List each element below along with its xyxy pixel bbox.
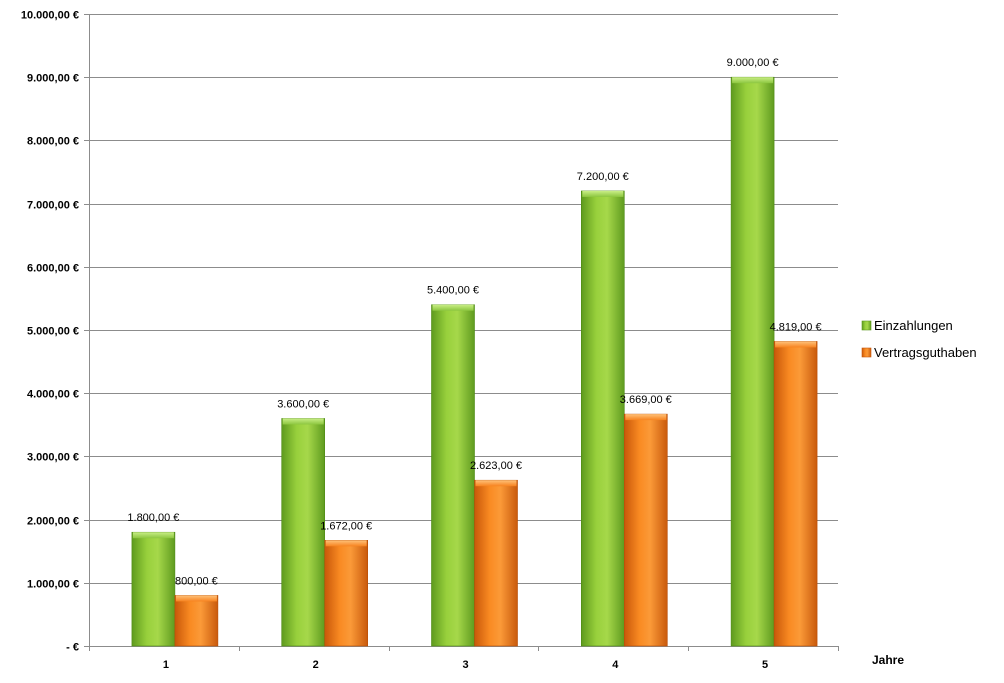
legend-label-einzahlungen: Einzahlungen bbox=[874, 318, 953, 333]
bar-einzahlungen-4 bbox=[580, 190, 625, 647]
bar-body bbox=[431, 304, 475, 647]
x-tick-label: 4 bbox=[612, 659, 619, 671]
bar-top-bevel bbox=[775, 341, 817, 348]
bar-top-bevel bbox=[475, 480, 517, 487]
axes: - € 1.000,00 € 2.000,00 € 3.000,00 € 4.000,0… bbox=[21, 10, 839, 671]
bar-vertragsguthaben-2 bbox=[324, 540, 369, 647]
y-tick-label: 5.000,00 € bbox=[27, 326, 79, 338]
data-label: 3.600,00 € bbox=[277, 398, 329, 410]
data-label: 7.200,00 € bbox=[577, 171, 629, 183]
bar-vertragsguthaben-1 bbox=[174, 595, 219, 647]
x-tick-label: 1 bbox=[163, 659, 169, 671]
bars bbox=[131, 76, 818, 647]
data-label: 800,00 € bbox=[175, 575, 218, 587]
y-tick-label: 6.000,00 € bbox=[27, 263, 79, 275]
bar-einzahlungen-5 bbox=[730, 76, 775, 647]
data-labels: 1.800,00 € 3.600,00 € 5.400,00 € 7.200,00 €… bbox=[127, 57, 821, 587]
bar-body bbox=[131, 531, 176, 647]
y-tick-label: 7.000,00 € bbox=[27, 200, 79, 212]
bar-vertragsguthaben-5 bbox=[773, 341, 818, 647]
bar-vertragsguthaben-3 bbox=[474, 479, 518, 647]
y-tick-label: 1.000,00 € bbox=[27, 579, 79, 591]
x-tick-label: 2 bbox=[313, 659, 319, 671]
legend-swatch-einzahlungen bbox=[861, 320, 872, 331]
legend-swatch-vertragsguthaben bbox=[861, 347, 872, 358]
data-label: 1.672,00 € bbox=[320, 520, 372, 532]
bar-vertragsguthaben-4 bbox=[623, 413, 668, 647]
legend-label-vertragsguthaben: Vertragsguthaben bbox=[874, 345, 977, 360]
y-tick-label: 10.000,00 € bbox=[21, 10, 79, 22]
bar-body bbox=[324, 540, 369, 647]
x-tick-label: 3 bbox=[462, 659, 468, 671]
data-label: 1.800,00 € bbox=[127, 512, 179, 524]
data-label: 5.400,00 € bbox=[427, 285, 479, 297]
bar-top-bevel bbox=[732, 77, 774, 84]
bar-top-bevel bbox=[175, 595, 217, 602]
y-tick-label: 3.000,00 € bbox=[27, 452, 79, 464]
data-label: 4.819,00 € bbox=[770, 321, 822, 333]
data-label: 3.669,00 € bbox=[620, 394, 672, 406]
y-tick-label: 4.000,00 € bbox=[27, 389, 79, 401]
bar-top-bevel bbox=[625, 414, 667, 421]
bar-top-bevel bbox=[325, 540, 367, 547]
bar-body bbox=[174, 595, 219, 647]
bar-top-bevel bbox=[582, 190, 624, 197]
y-tick-label: 2.000,00 € bbox=[27, 516, 79, 528]
bar-einzahlungen-3 bbox=[431, 304, 475, 647]
bar-einzahlungen-2 bbox=[281, 418, 326, 647]
bar-body bbox=[281, 418, 326, 647]
y-tick-label: 9.000,00 € bbox=[27, 73, 79, 85]
bar-top-bevel bbox=[432, 304, 474, 311]
data-label: 9.000,00 € bbox=[727, 57, 779, 69]
bar-body bbox=[623, 413, 668, 647]
x-axis-title: Jahre bbox=[872, 653, 904, 667]
bar-top-bevel bbox=[282, 418, 324, 425]
bar-body bbox=[474, 479, 518, 647]
legend: Einzahlungen Vertragsguthaben bbox=[861, 318, 977, 360]
bar-top-bevel bbox=[132, 532, 174, 539]
data-label: 2.623,00 € bbox=[470, 460, 522, 472]
y-tick-label: 8.000,00 € bbox=[27, 136, 79, 148]
bar-body bbox=[730, 76, 775, 647]
y-tick-label: - € bbox=[66, 642, 79, 654]
x-tick-label: 5 bbox=[762, 659, 768, 671]
bar-einzahlungen-1 bbox=[131, 531, 176, 647]
bar-body bbox=[773, 341, 818, 647]
bar-body bbox=[580, 190, 625, 647]
